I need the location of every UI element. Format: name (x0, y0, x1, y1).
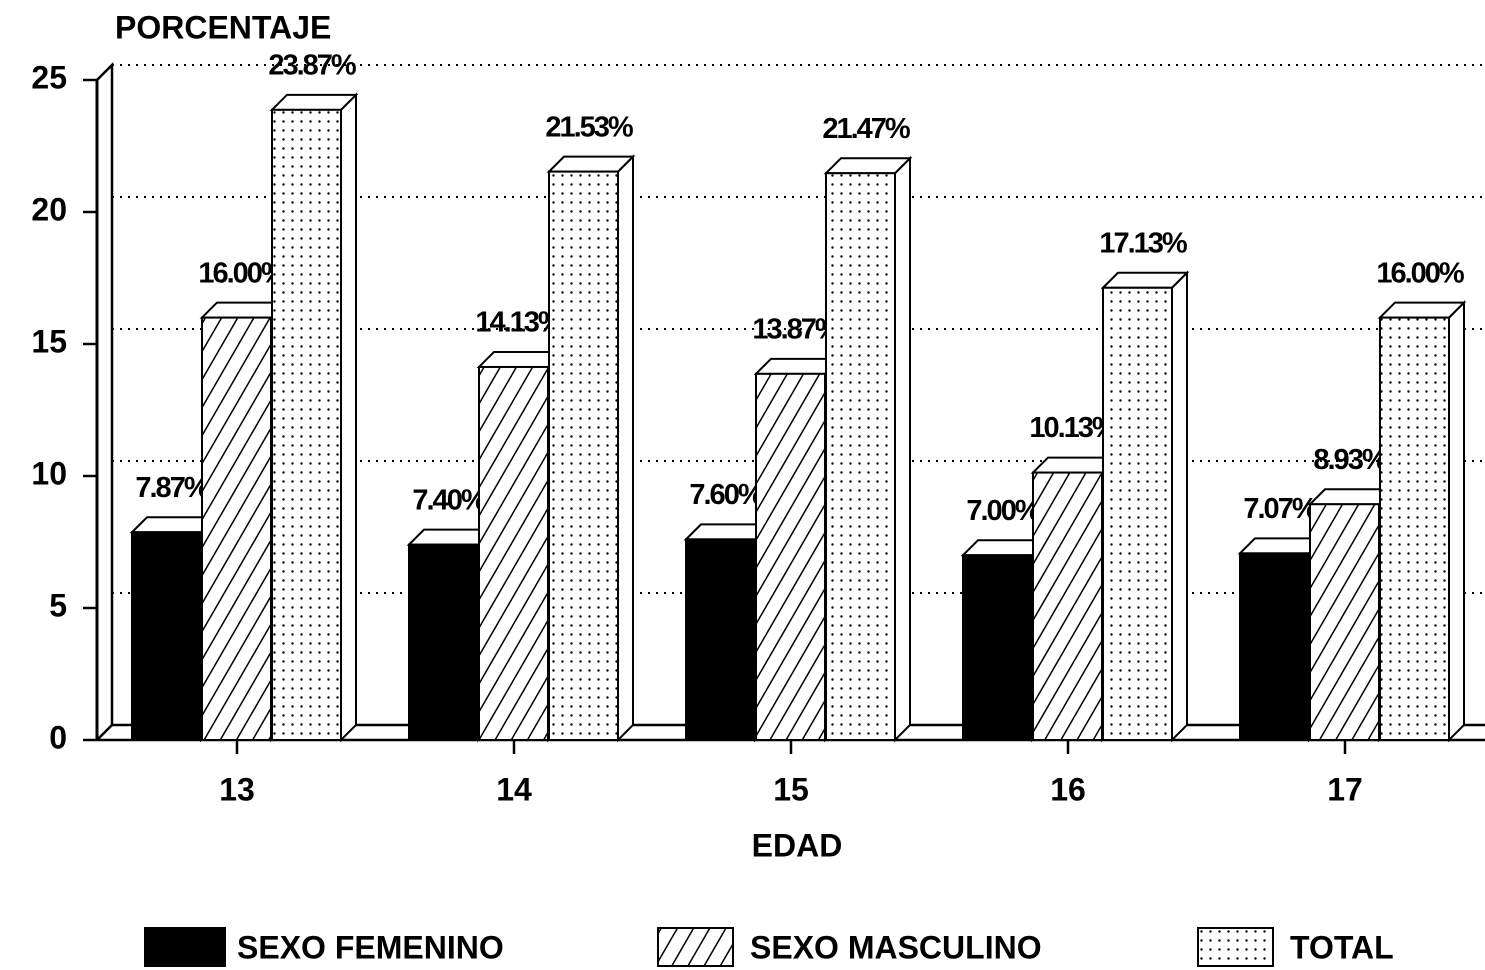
bar (548, 170, 619, 742)
legend-label: TOTAL (1290, 929, 1394, 965)
legend-swatch (1197, 927, 1274, 967)
bar-top (1100, 271, 1190, 289)
bar (685, 538, 756, 741)
bar-top (546, 155, 636, 173)
bar (271, 108, 342, 742)
back-wall (96, 61, 114, 741)
y-tick-label: 25 (31, 59, 67, 95)
bar-side (1171, 270, 1188, 743)
bar (1102, 286, 1173, 741)
bar (825, 172, 896, 741)
legend-label: SEXO MASCULINO (750, 929, 1042, 965)
value-label: 7.40% (412, 484, 486, 516)
value-label: 21.47% (822, 113, 911, 145)
value-label: 16.00% (1376, 257, 1465, 289)
y-axis-label: PORCENTAJE (115, 9, 331, 45)
bar (408, 543, 479, 742)
value-label: 17.13% (1099, 227, 1188, 259)
y-tick-label: 10 (31, 455, 67, 491)
value-label: 21.53% (545, 111, 634, 143)
bar-side (617, 154, 634, 743)
value-label: 7.60% (689, 479, 763, 511)
bar-top (1377, 301, 1467, 319)
x-tick-label: 15 (773, 771, 809, 807)
bar-top (269, 93, 359, 111)
bar (201, 316, 272, 741)
value-label: 8.93% (1313, 444, 1387, 476)
value-label: 7.87% (135, 472, 209, 504)
bar (755, 372, 826, 741)
x-tick-label: 13 (219, 771, 255, 807)
bar (1379, 316, 1450, 741)
x-axis-label: EDAD (752, 827, 843, 863)
y-tick-label: 15 (31, 323, 67, 359)
bar (1032, 471, 1103, 741)
x-tick-label: 14 (496, 771, 532, 807)
legend-swatch (657, 927, 734, 967)
bar-side (894, 155, 911, 743)
bar-top (823, 157, 913, 175)
legend-label: SEXO FEMENINO (237, 929, 504, 965)
value-label: 7.07% (1243, 493, 1317, 525)
bar (1309, 503, 1380, 741)
y-tick-label: 20 (31, 191, 67, 227)
y-tick-label: 0 (49, 719, 67, 755)
bar (1239, 552, 1310, 741)
x-tick-label: 17 (1327, 771, 1363, 807)
bar (478, 365, 549, 741)
bar-side (340, 92, 357, 743)
bar (131, 531, 202, 741)
legend-swatch (144, 927, 226, 967)
x-tick-label: 16 (1050, 771, 1086, 807)
value-label: 23.87% (268, 49, 357, 81)
bar (962, 554, 1033, 742)
value-label: 7.00% (966, 495, 1040, 527)
y-tick-label: 5 (49, 587, 67, 623)
bar-side (1448, 300, 1465, 743)
